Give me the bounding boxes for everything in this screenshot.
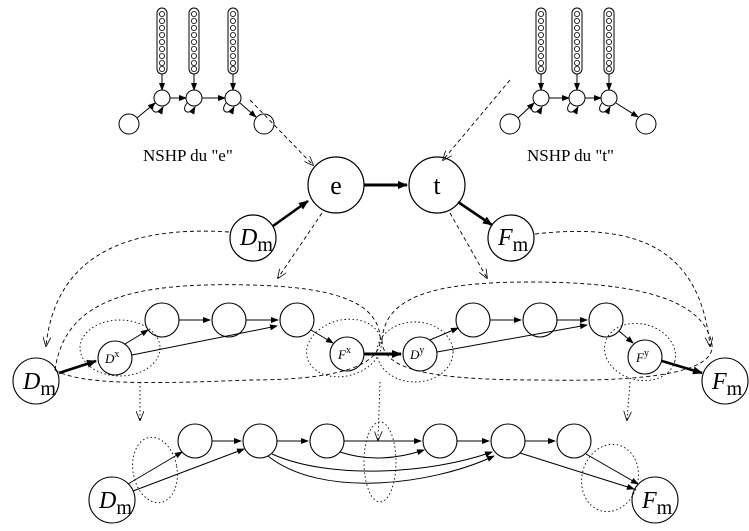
- nshp-e-caption: NSHP du "e": [143, 146, 233, 165]
- start-label-middle: Dm: [22, 369, 56, 400]
- start-node-middle: [12, 357, 60, 405]
- compaction-links: [132, 381, 639, 513]
- fy-label: Fy: [635, 348, 649, 365]
- state-t-node: [408, 156, 466, 214]
- compact-hmm: Dm Fm: [88, 423, 679, 524]
- start-node-top: [229, 214, 277, 262]
- end-node-bottom: [631, 476, 679, 524]
- dy-node: [402, 336, 438, 372]
- word-level-model: e t Dm Fm: [229, 156, 535, 262]
- start-node-bottom: [88, 476, 136, 524]
- dy-label: Dy: [409, 345, 424, 362]
- sub-model-outlines: [79, 318, 676, 383]
- dx-label: Dx: [104, 349, 119, 366]
- fx-label: Fx: [337, 345, 351, 362]
- state-transitions: [58, 317, 703, 375]
- dx-node: [97, 340, 133, 376]
- end-label-bottom: Fm: [641, 488, 673, 519]
- nshp-e-model: NSHP du "e": [118, 7, 275, 165]
- nshp-t-columns: [499, 7, 657, 135]
- compact-transitions: [127, 438, 639, 492]
- nshp-t-model: NSHP du "t": [499, 7, 657, 165]
- expansion-links: [46, 212, 712, 383]
- top-dashed-links: [249, 79, 511, 165]
- start-label-bottom: Dm: [98, 488, 132, 519]
- nshp-e-columns: [118, 7, 275, 135]
- fy-node: [627, 339, 663, 375]
- nshp-t-caption: NSHP du "t": [527, 146, 614, 165]
- end-node-middle: [701, 357, 749, 405]
- state-e-label: e: [330, 171, 342, 200]
- arrow-start-to-e: [272, 199, 309, 228]
- state-level-hmm: Dm Fm Dx Fx Dy Fy: [12, 302, 749, 405]
- end-label-top: Fm: [497, 225, 529, 256]
- state-t-label: t: [433, 171, 441, 200]
- end-label-middle: Fm: [711, 369, 743, 400]
- end-node-top: [487, 214, 535, 262]
- start-label-top: Dm: [239, 225, 273, 256]
- arrow-t-to-end: [457, 200, 493, 227]
